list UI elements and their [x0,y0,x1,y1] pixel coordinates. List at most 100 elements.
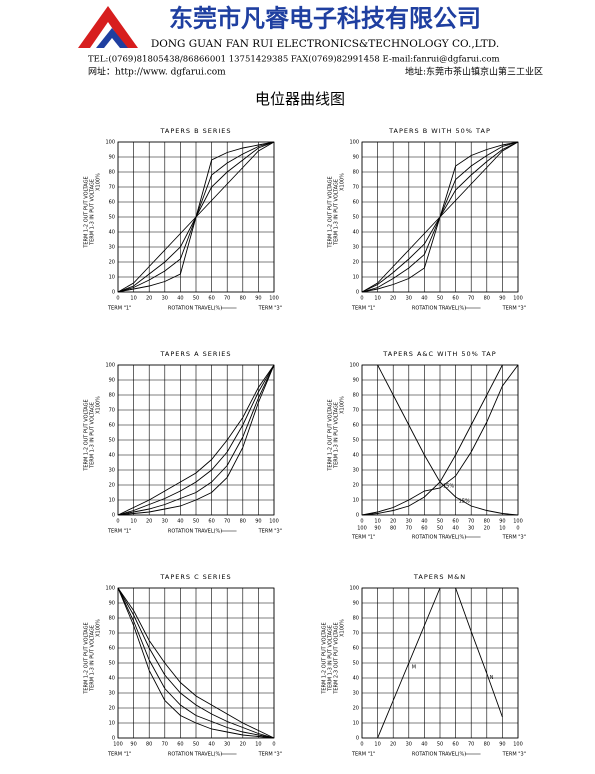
website: 网址：http://www. dgfarui.com [88,66,226,78]
curve [361,141,519,293]
y-axis-label: TERM 2-3 OUT PUT VOLTAGE [334,622,340,694]
curve [117,587,275,739]
curve [117,587,275,739]
y-tick-label: 50 [353,215,359,221]
y-tick-label: 20 [109,260,115,266]
x-tick-label: 40 [177,296,183,302]
y-tick-label: 90 [109,155,115,161]
company-cn: 东莞市凡睿电子科技有限公司 [169,4,481,33]
plot-frame [361,364,519,516]
chart-title: TAPERS B WITH 50% TAP [388,127,491,135]
y-tick-label: 30 [353,691,359,697]
y-tick-label: 20 [353,706,359,712]
chart: TAPERS B WITH 50% TAP 0 10 20 30 40 50 60 70 80 90… [328,127,527,312]
x-tick-label: 10 [374,519,380,525]
y-tick-label: 10 [109,721,115,727]
chart-title: TAPERS A SERIES [159,350,231,358]
x-tick-label: 50 [193,742,199,748]
y-tick-label: 0 [356,513,359,519]
curve [377,587,441,739]
curve [117,364,275,516]
x-tick-label: 10 [499,526,505,532]
term-right: TERM "3" [258,752,282,758]
curve [117,364,275,516]
term-right: TERM "3" [502,535,526,541]
x-tick-label: 50 [193,519,199,525]
y-tick-label: 100 [105,140,115,146]
x-tick-label: 0 [116,519,119,525]
term-left: TERM "1" [107,752,131,758]
y-axis-label: TERM 1-3 IN PUT VOLTAGE [328,625,334,692]
x-tick-label: 100 [513,519,523,525]
y-tick-label: 90 [353,155,359,161]
y-tick-label: 0 [112,736,115,742]
x-axis-label: ROTATION TRAVEL(%) [168,752,222,758]
x-tick-label: 60 [452,296,458,302]
plot-frame [361,587,519,739]
x-tick-label: 80 [146,742,152,748]
y-tick-label: 10 [353,275,359,281]
y-tick-label: 100 [105,586,115,592]
x-tick-label: 70 [406,526,412,532]
y-tick-label: 40 [353,230,359,236]
y-tick-label: 30 [353,245,359,251]
x-tick-label: 30 [162,296,168,302]
y-tick-label: 10 [109,498,115,504]
y-tick-label: 30 [109,245,115,251]
x-tick-label: 60 [208,519,214,525]
term-left: TERM "1" [107,529,131,535]
y-tick-label: 70 [353,408,359,414]
y-tick-label: 10 [353,721,359,727]
plot-frame [117,364,275,516]
term-right: TERM "3" [502,306,526,312]
x-tick-label: 50 [437,296,443,302]
y-axis-label: X100% [340,173,346,191]
x-tick-label: 40 [452,526,458,532]
y-axis-label: TERM 1-2 OUT PUT VOLTAGE [328,399,334,471]
x-tick-label: 80 [484,296,490,302]
y-tick-label: 0 [356,290,359,296]
y-tick-label: 50 [353,661,359,667]
x-tick-label: 20 [390,519,396,525]
x-tick-label: 40 [421,742,427,748]
curve-label: M [412,665,416,671]
y-axis-label: TERM 1-3 IN PUT VOLTAGE [90,179,96,246]
y-tick-label: 100 [349,140,359,146]
x-tick-label: 70 [468,742,474,748]
x-tick-label: 90 [130,742,136,748]
y-tick-label: 60 [109,646,115,652]
x-tick-label: 20 [484,526,490,532]
term-left: TERM "1" [351,752,375,758]
x-tick-label: 10 [255,742,261,748]
x-axis-label: ROTATION TRAVEL(%) [168,529,222,535]
plot-frame [117,587,275,739]
x-tick-label: 80 [390,526,396,532]
y-tick-label: 40 [109,453,115,459]
y-tick-label: 100 [105,363,115,369]
x-tick-label: 10 [130,296,136,302]
y-axis-label: X100% [96,396,102,414]
x-tick-label: 10 [374,296,380,302]
y-axis-label: X100% [96,619,102,637]
x-tick-label: 100 [513,742,523,748]
x-tick-label: 0 [360,742,363,748]
y-tick-label: 60 [353,423,359,429]
y-tick-label: 80 [353,616,359,622]
chart: TAPERS A SERIES 0 10 20 30 40 50 60 70 80 90 100 0 10… [84,350,283,535]
y-tick-label: 90 [109,378,115,384]
x-tick-label: 60 [452,742,458,748]
x-axis-label: ROTATION TRAVEL(%) [412,535,466,541]
x-tick-label: 0 [116,296,119,302]
x-tick-label: 40 [421,519,427,525]
x-tick-label: 90 [499,296,505,302]
curve [117,364,275,516]
term-left: TERM "1" [107,306,131,312]
y-axis-label: TERM 1-2 OUT PUT VOLTAGE [328,176,334,248]
x-axis-label: ROTATION TRAVEL(%) [168,306,222,312]
x-tick-label: 80 [484,742,490,748]
x-tick-label: 40 [177,519,183,525]
x-tick-label: 0 [360,519,363,525]
x-tick-label: 100 [269,519,279,525]
y-axis-label: X100% [340,619,346,637]
